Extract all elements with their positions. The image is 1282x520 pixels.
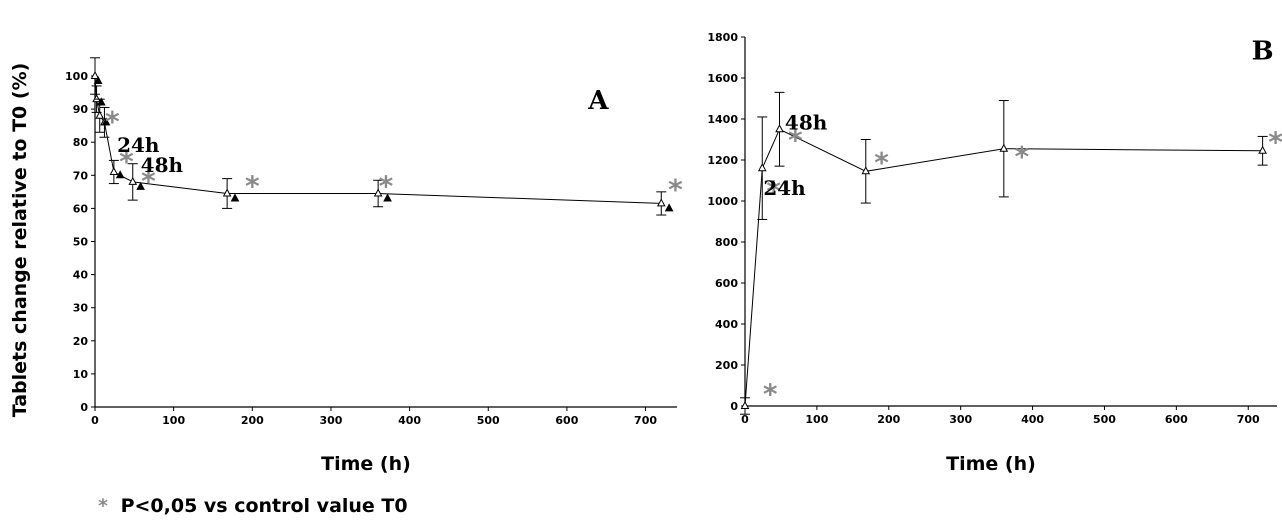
time-annotation: 48h [141,153,184,177]
x-tick-label: 300 [949,413,972,426]
data-point [999,143,1009,152]
y-tick-label: 1000 [707,195,738,208]
significance-star: * [668,173,683,206]
y-tick-label: 100 [65,70,88,83]
x-tick-label: 0 [91,414,99,427]
data-point [861,166,871,175]
data-point-filled [93,75,103,84]
data-point [128,176,138,185]
footnote: * P<0,05 vs control value T0 [98,495,408,517]
x-tick-label: 500 [477,414,500,427]
data-point [92,94,101,103]
significance-star: * [763,378,778,411]
data-point [95,110,105,119]
y-tick-label: 1400 [707,113,738,126]
time-annotation: 24h [117,133,160,157]
y-tick-label: 40 [73,269,89,282]
x-tick-label: 500 [1093,413,1116,426]
data-point [656,198,666,207]
significance-star: * [141,165,156,198]
footnote-star: * [98,495,108,517]
y-tick-label: 30 [73,302,89,315]
data-point [222,188,232,197]
data-point [1258,145,1267,154]
time-annotation: 48h [785,110,828,134]
significance-star: * [874,146,889,179]
y-tick-label: 200 [715,359,738,372]
data-point [373,188,383,197]
significance-star: * [788,123,803,156]
svg-text:* P<0,05 vs control valu: * P<0,05 vs control value T0 [98,495,408,517]
data-point [775,124,784,133]
y-tick-label: 1600 [707,72,738,85]
significance-star: * [379,170,394,203]
x-tick-label: 400 [1021,413,1044,426]
significance-star: * [245,170,260,203]
y-tick-label: 1200 [707,154,738,167]
data-point [90,70,100,79]
panel-label: B [1252,37,1274,67]
x-axis-title: Time (h) [321,453,411,475]
y-tick-label: 0 [730,400,738,413]
significance-star: * [119,145,134,178]
panel-label: A [587,86,609,116]
y-tick-label: 600 [715,277,738,290]
data-point-filled [115,170,125,179]
y-axis-title: Tablets change relative to T0 (%) [9,63,31,418]
data-point [757,163,767,172]
x-tick-label: 0 [741,413,749,426]
y-tick-label: 70 [73,169,89,182]
x-tick-label: 300 [319,414,342,427]
x-tick-label: 100 [805,413,828,426]
data-point-filled [383,193,392,202]
panel-a: 0 10 20 30 40 50 60 70 80 90 100 0 100 200 300 400 500 60… [65,57,683,475]
x-tick-label: 600 [1165,413,1188,426]
panel-b: 0 200 400 600 800 1000 1200 1400 1600 1800 0 100 200… [707,31,1282,475]
data-point [740,400,750,409]
y-tick-label: 400 [715,318,738,331]
y-tick-label: 60 [73,202,89,215]
time-annotation: 24h [763,176,806,200]
series-line [744,128,1263,407]
significance-star: * [105,105,120,138]
y-tick-label: 800 [715,236,738,249]
significance-star: * [766,175,781,208]
y-tick-label: 0 [80,401,88,414]
y-tick-label: 90 [73,103,89,116]
x-tick-label: 700 [1237,413,1260,426]
data-point-filled [101,117,111,126]
data-point [109,166,119,175]
data-point-filled [96,97,106,106]
x-tick-label: 200 [877,413,900,426]
y-tick-label: 20 [73,335,89,348]
y-tick-label: 50 [73,236,89,249]
data-point-filled [664,203,674,212]
x-tick-label: 700 [634,414,657,427]
significance-star: * [1268,126,1282,159]
significance-star: * [1014,140,1029,173]
data-point-filled [230,193,240,202]
x-tick-label: 600 [555,414,578,427]
y-tick-label: 80 [73,136,89,149]
x-axis-title: Time (h) [946,453,1036,475]
x-tick-label: 400 [398,414,421,427]
data-point-filled [136,181,145,190]
y-tick-label: 10 [73,368,89,381]
x-tick-label: 200 [241,414,264,427]
footnote-text: P<0,05 vs control value T0 [121,495,408,517]
x-tick-label: 100 [162,414,185,427]
y-tick-label: 1800 [707,31,738,44]
